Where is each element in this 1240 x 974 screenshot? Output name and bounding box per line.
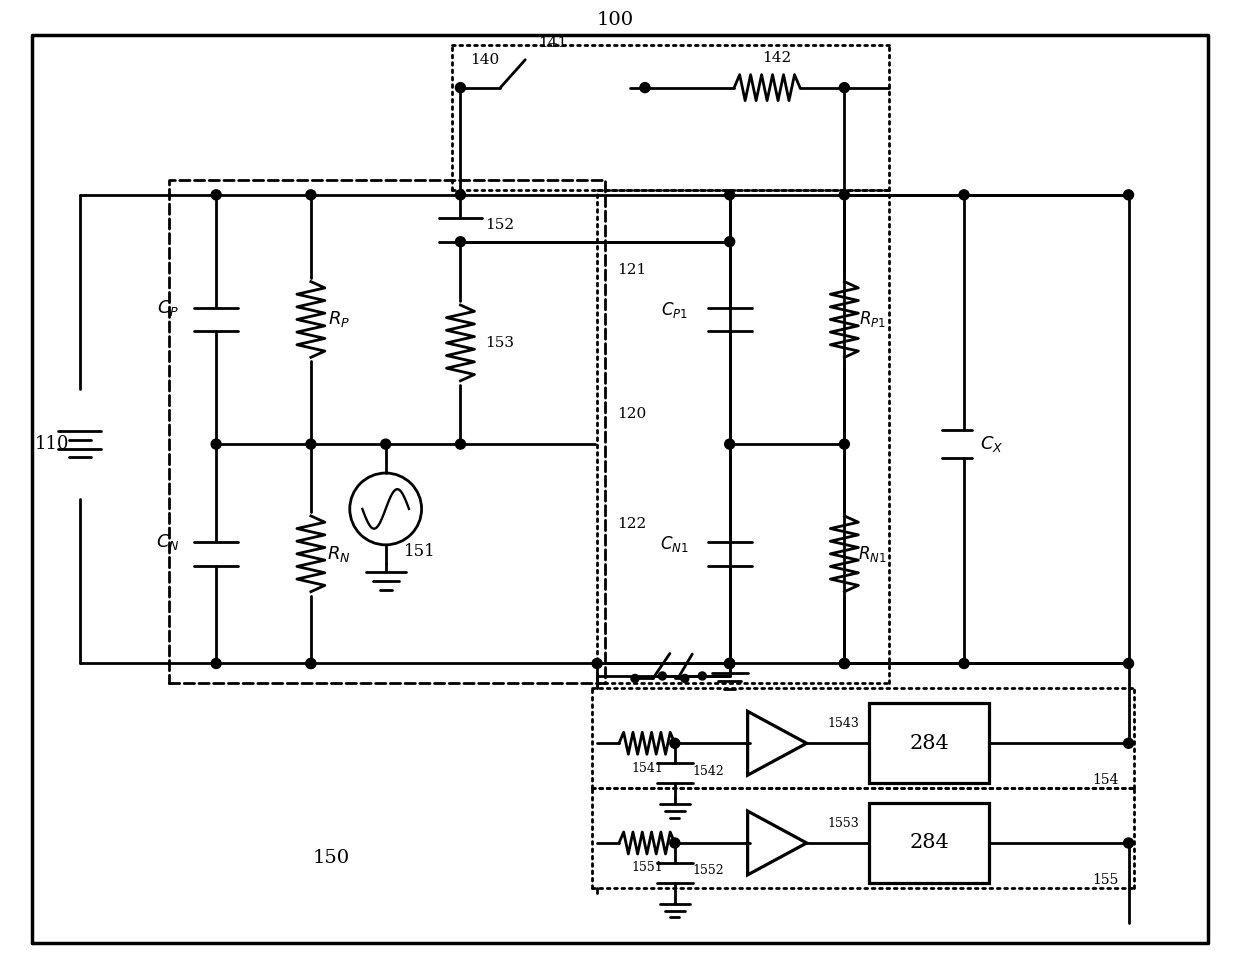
Circle shape (1123, 190, 1133, 200)
Text: 153: 153 (485, 336, 515, 350)
Circle shape (1123, 658, 1133, 668)
Circle shape (455, 237, 465, 246)
Text: $C_{P1}$: $C_{P1}$ (661, 300, 688, 319)
Text: 150: 150 (312, 849, 350, 867)
Text: $R_P$: $R_P$ (327, 310, 350, 329)
Bar (869, 804, 990, 882)
Text: $C_{N1}$: $C_{N1}$ (661, 534, 689, 554)
Text: 151: 151 (403, 543, 435, 560)
Circle shape (724, 190, 734, 200)
Text: 152: 152 (485, 218, 515, 232)
Circle shape (724, 439, 734, 449)
Text: 154: 154 (1092, 773, 1118, 787)
Circle shape (839, 658, 849, 668)
Circle shape (698, 672, 707, 680)
Circle shape (724, 658, 734, 668)
Text: 140: 140 (470, 54, 500, 67)
Text: 142: 142 (763, 51, 791, 64)
Circle shape (306, 190, 316, 200)
Circle shape (211, 439, 221, 449)
Text: 120: 120 (618, 407, 646, 421)
Circle shape (306, 658, 316, 668)
Text: 122: 122 (618, 517, 646, 531)
Text: 100: 100 (596, 12, 634, 29)
Circle shape (681, 674, 688, 683)
Text: $C_X$: $C_X$ (980, 434, 1003, 454)
Text: 141: 141 (538, 36, 568, 50)
Circle shape (211, 658, 221, 668)
Text: $R_{P1}$: $R_{P1}$ (859, 310, 885, 329)
Circle shape (670, 838, 680, 848)
Circle shape (670, 738, 680, 748)
Text: 1553: 1553 (827, 816, 859, 830)
Circle shape (381, 439, 391, 449)
Circle shape (839, 190, 849, 200)
Text: 155: 155 (1092, 873, 1118, 887)
Circle shape (455, 190, 465, 200)
Circle shape (591, 658, 603, 668)
Text: 1551: 1551 (631, 861, 663, 875)
Circle shape (839, 439, 849, 449)
Text: 284: 284 (909, 733, 949, 753)
Circle shape (1123, 838, 1133, 848)
Circle shape (211, 190, 221, 200)
Text: 1542: 1542 (693, 765, 724, 777)
Circle shape (658, 672, 666, 680)
Circle shape (306, 658, 316, 668)
Circle shape (839, 83, 849, 93)
Text: 1543: 1543 (827, 717, 859, 730)
Text: 110: 110 (35, 435, 69, 453)
Text: 284: 284 (909, 834, 949, 852)
Text: $C_N$: $C_N$ (156, 532, 180, 552)
Circle shape (1123, 738, 1133, 748)
Circle shape (959, 190, 968, 200)
Text: $R_{N1}$: $R_{N1}$ (858, 543, 887, 564)
Text: $C_P$: $C_P$ (157, 297, 180, 318)
Circle shape (640, 83, 650, 93)
Circle shape (455, 83, 465, 93)
Circle shape (306, 439, 316, 449)
Circle shape (724, 658, 734, 668)
Text: $R_N$: $R_N$ (327, 543, 351, 564)
Text: 1541: 1541 (631, 762, 663, 774)
Circle shape (839, 658, 849, 668)
Circle shape (631, 674, 639, 683)
Bar (869, 703, 990, 783)
Text: 121: 121 (618, 263, 646, 277)
Circle shape (959, 658, 968, 668)
Circle shape (724, 237, 734, 246)
Circle shape (455, 439, 465, 449)
Text: 1552: 1552 (693, 864, 724, 878)
Circle shape (724, 658, 734, 668)
